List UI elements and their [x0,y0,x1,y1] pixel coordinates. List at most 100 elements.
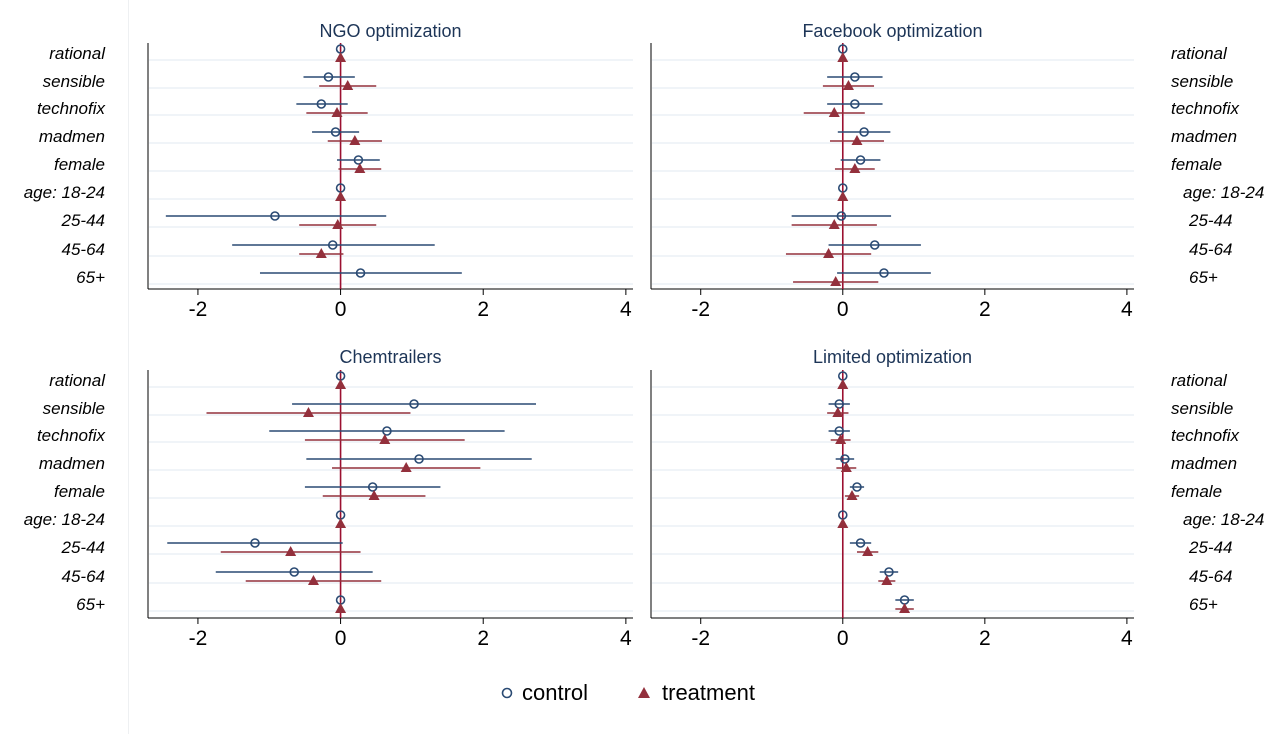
treatment-point-female [849,163,861,173]
treatment-point-sensible [342,80,354,90]
treatment-point-25-44 [332,219,344,229]
treatment-point-female [368,490,380,500]
x-tick-label: -2 [189,298,208,321]
category-label-rational: rational [49,44,106,63]
panels: -2 0 2 4 NGO optimization -2 0 2 4 Facebook optim… [147,21,1134,650]
category-label-technofix: technofix [1171,426,1240,445]
treatment-point-madmen [400,462,412,472]
treatment-point-madmen [349,135,361,145]
x-tick-label: -2 [691,627,710,650]
category-label-sensible: sensible [43,72,105,91]
control-point-sensible [834,399,845,409]
control-point-25-44 [836,211,847,221]
legend-control-marker [501,687,513,699]
panel-title: Chemtrailers [339,347,441,367]
control-point-45-64 [884,567,894,577]
control-point-65 [355,268,366,278]
treatment-point-45-64 [307,575,319,585]
treatment-point-sensible [302,407,314,417]
x-tick-label: 4 [1121,627,1133,650]
category-label-madmen: madmen [39,454,105,473]
control-point-65 [879,268,889,278]
treatment-point-rational [335,379,347,389]
legend-control-label: control [522,680,588,705]
control-point-female [855,155,866,165]
treatment-point-technofix [379,434,391,444]
panel-title: Facebook optimization [802,21,982,41]
treatment-point-45-64 [881,575,893,585]
control-point-sensible [850,72,860,82]
left-category-labels-bottom: rational sensible technofix madmen female age… [24,371,107,614]
control-point-technofix [834,426,845,436]
control-point-45-64 [327,240,338,250]
category-label-65: 65+ [76,595,105,614]
category-label-rational: rational [1171,371,1228,390]
control-point-madmen [859,127,869,137]
panel-facebook-optimization: -2 0 2 4 Facebook optimization [650,21,1134,321]
treatment-point-technofix [835,434,847,444]
control-point-female [852,482,862,492]
treatment-point-female [354,163,366,173]
x-tick-label: 4 [620,298,632,321]
panel-limited-optimization: -2 0 2 4 Limited optimization [650,347,1134,650]
category-label-sensible: sensible [43,399,105,418]
category-label-45-64: 45-64 [1189,240,1232,259]
treatment-point-sensible [842,80,854,90]
x-tick-label: -2 [189,627,208,650]
treatment-point-45-64 [315,248,327,258]
category-label-65: 65+ [76,268,105,287]
category-label-65: 65+ [1189,595,1218,614]
x-tick-label: 0 [335,627,347,650]
category-label-female: female [54,482,105,501]
control-point-45-64 [289,567,300,577]
control-point-madmen [840,454,850,464]
right-category-labels-bottom: rational sensible technofix madmen female age… [1171,371,1264,614]
treatment-point-65 [335,603,347,613]
treatment-point-sensible [832,407,844,417]
panel-ngo-optimization: -2 0 2 4 NGO optimization [147,21,633,321]
control-point-25-44 [855,538,866,548]
category-label-female: female [1171,482,1222,501]
category-label-age-18-24: age: 18-24 [1183,183,1264,202]
category-label-female: female [1171,155,1222,174]
treatment-point-rational [837,379,849,389]
category-label-sensible: sensible [1171,72,1233,91]
treatment-point-age-18-24 [335,191,347,201]
control-point-25-44 [270,211,280,221]
control-point-25-44 [250,538,260,548]
category-label-age-18-24: age: 18-24 [24,510,105,529]
control-point-madmen [330,127,341,137]
treatment-point-technofix [331,107,343,117]
category-label-age-18-24: age: 18-24 [24,183,105,202]
control-point-45-64 [869,240,880,250]
category-label-65: 65+ [1189,268,1218,287]
category-label-25-44: 25-44 [1188,211,1232,230]
right-category-labels-top: rational sensible technofix madmen female age… [1171,44,1264,287]
legend-treatment-marker [638,687,650,698]
x-tick-label: 4 [1121,298,1133,321]
category-label-rational: rational [1171,44,1228,63]
control-point-technofix [850,99,860,109]
treatment-point-25-44 [285,546,297,556]
legend: control treatment [501,680,755,705]
category-label-rational: rational [49,371,106,390]
category-label-45-64: 45-64 [62,240,105,259]
x-tick-label: -2 [691,298,710,321]
control-point-sensible [323,72,334,82]
x-tick-label: 2 [979,627,991,650]
x-tick-label: 0 [335,298,347,321]
treatment-point-25-44 [828,219,840,229]
category-label-madmen: madmen [1171,454,1237,473]
x-tick-label: 0 [837,627,849,650]
category-label-45-64: 45-64 [1189,567,1232,586]
category-label-25-44: 25-44 [61,538,105,557]
treatment-point-45-64 [823,248,835,258]
category-label-technofix: technofix [37,426,106,445]
control-point-female [367,482,378,492]
treatment-point-age-18-24 [837,191,849,201]
category-label-25-44: 25-44 [61,211,105,230]
treatment-point-madmen [840,462,852,472]
treatment-point-age-18-24 [335,518,347,528]
x-tick-label: 2 [477,627,489,650]
category-label-madmen: madmen [39,127,105,146]
